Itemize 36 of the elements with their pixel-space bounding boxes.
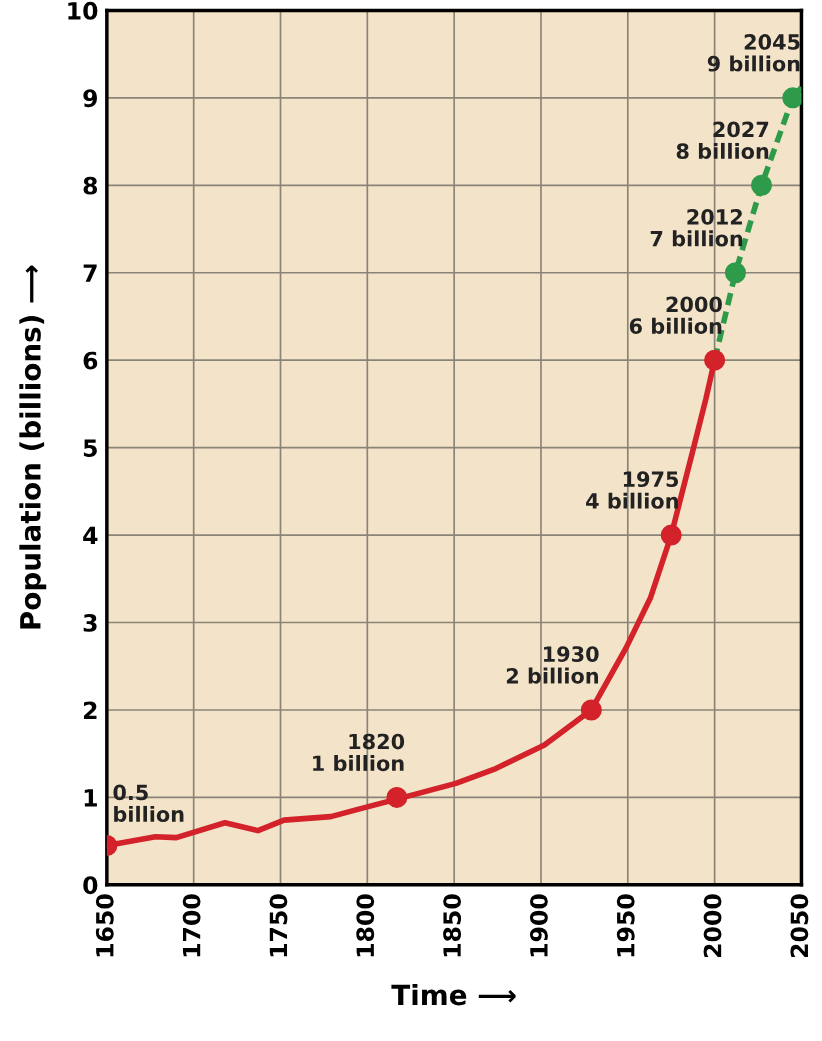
- y-tick-label: 3: [83, 613, 97, 632]
- point: [580, 699, 602, 721]
- point: [782, 87, 802, 109]
- y-tick-label: 8: [83, 176, 98, 195]
- point: [724, 262, 746, 284]
- annotation: 2012 7 billion: [650, 208, 743, 247]
- x-tick-label: 1900: [529, 894, 548, 957]
- x-tick-label: 1800: [356, 894, 375, 957]
- x-tick-label: 2000: [703, 894, 722, 958]
- x-axis-title: Time ⟶: [391, 983, 516, 1006]
- x-tick-label: 1750: [269, 894, 288, 957]
- x-tick-label: 2050: [790, 894, 809, 958]
- x-tick-label: 1950: [616, 894, 635, 957]
- annotation: 1975 4 billion: [586, 471, 679, 509]
- annotation: 2000 6 billion: [629, 296, 722, 334]
- annotation: 0.5 billion: [113, 784, 184, 823]
- point: [704, 349, 726, 371]
- y-axis-title: Population (billions) ⟶: [19, 265, 47, 629]
- y-tick-label: 5: [83, 439, 97, 457]
- y-tick-label: 2: [83, 701, 97, 719]
- annotation: 2027 8 billion: [676, 121, 769, 160]
- y-tick-label: 7: [83, 264, 97, 282]
- y-tick-label: 4: [83, 526, 98, 545]
- annotation: 1820 1 billion: [313, 733, 405, 772]
- point: [750, 174, 773, 196]
- y-tick-label: 1: [84, 789, 97, 807]
- y-tick-label: 6: [83, 351, 98, 370]
- x-tick-label: 1650: [95, 894, 114, 957]
- y-tick-label: 9: [83, 89, 98, 108]
- y-tick-label: 10: [68, 1, 98, 20]
- x-tick-label: 1850: [443, 894, 462, 957]
- annotation: 1930 2 billion: [506, 646, 599, 684]
- point: [660, 524, 682, 546]
- y-tick-label: 0: [83, 876, 98, 895]
- x-tick-label: 1700: [182, 894, 201, 957]
- annotation: 2045 9 billion: [707, 34, 800, 72]
